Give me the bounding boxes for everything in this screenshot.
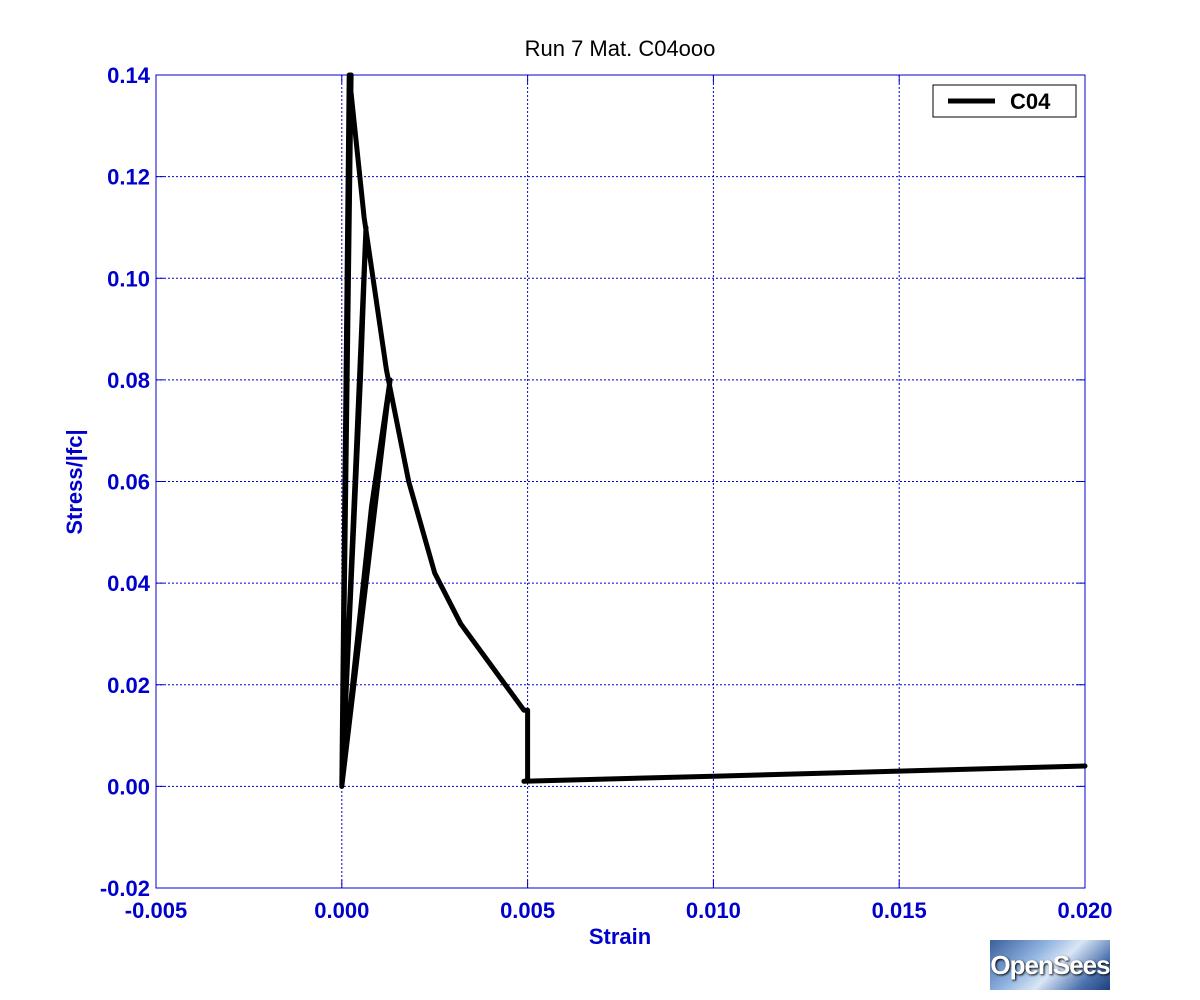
opensees-logo: OpenSees xyxy=(990,940,1110,990)
legend: C04 xyxy=(932,84,1077,118)
x-tick-label: 0.010 xyxy=(686,898,741,923)
y-tick-label: 0.10 xyxy=(107,266,150,291)
x-tick-label: 0.000 xyxy=(314,898,369,923)
y-axis-ticks: -0.02 0.00 0.02 0.04 0.06 0.08 0.10 0.12 0.14 xyxy=(100,63,1085,901)
series-line-c04 xyxy=(339,72,1088,789)
y-tick-label: 0.14 xyxy=(107,63,151,88)
y-tick-label: 0.00 xyxy=(107,774,150,799)
x-axis-label: Strain xyxy=(589,924,651,949)
y-axis-label: Stress/|fc| xyxy=(62,429,87,534)
x-axis-ticks: -0.005 0.000 0.005 0.010 0.015 0.020 xyxy=(125,75,1113,923)
x-tick-label: -0.005 xyxy=(125,898,187,923)
x-tick-label: 0.020 xyxy=(1057,898,1112,923)
logo-text: OpenSees xyxy=(990,949,1110,980)
y-tick-label: -0.02 xyxy=(100,876,150,901)
y-tick-label: 0.02 xyxy=(107,673,150,698)
x-tick-label: 0.015 xyxy=(872,898,927,923)
legend-label-c04: C04 xyxy=(1010,89,1051,114)
grid-lines xyxy=(156,75,1085,888)
series-group xyxy=(339,72,1088,789)
y-tick-label: 0.12 xyxy=(107,165,150,190)
y-tick-label: 0.08 xyxy=(107,368,150,393)
x-tick-label: 0.005 xyxy=(500,898,555,923)
y-tick-label: 0.04 xyxy=(107,571,151,596)
y-tick-label: 0.06 xyxy=(107,470,150,495)
chart-title: Run 7 Mat. C04ooo xyxy=(525,36,716,61)
